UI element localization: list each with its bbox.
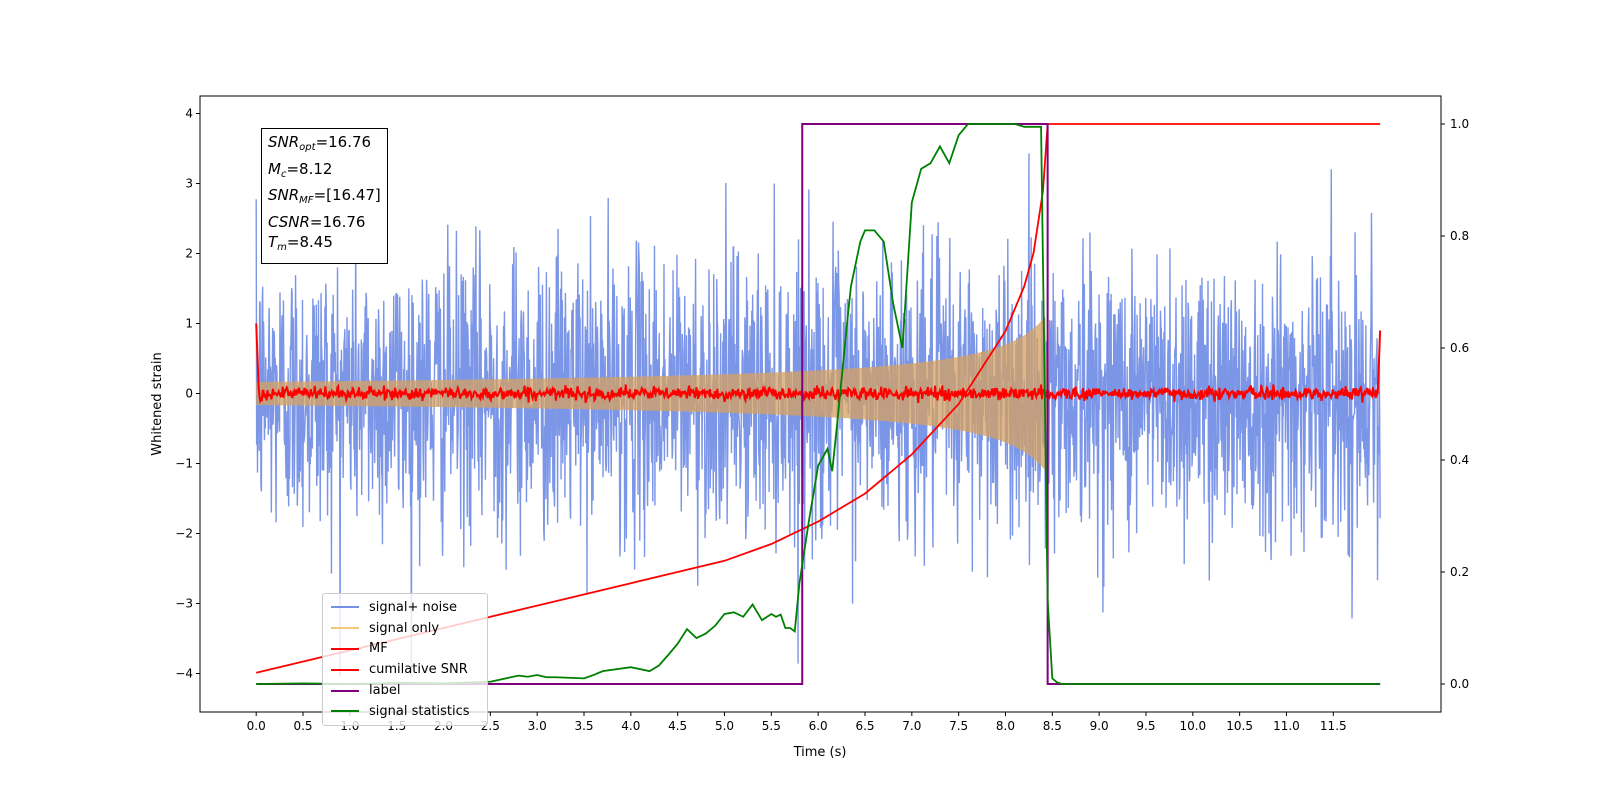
- x-tick-label: 9.5: [1136, 719, 1155, 733]
- x-tick-label: 10.0: [1179, 719, 1206, 733]
- legend-item: cumilative SNR: [327, 659, 483, 680]
- legend-label: MF: [369, 641, 388, 657]
- legend-label: signal only: [369, 620, 440, 636]
- y2-tick-label: 1.0: [1450, 117, 1469, 131]
- y-tick-label: −2: [175, 527, 193, 541]
- x-tick-label: 7.0: [902, 719, 921, 733]
- cumulative-snr-line: [255, 123, 1381, 674]
- snr-mf-line: SNRMF=[16.47]: [268, 186, 381, 206]
- x-tick-label: 11.5: [1320, 719, 1347, 733]
- y2-tick-label: 0.4: [1450, 453, 1469, 467]
- x-tick-label: 8.0: [996, 719, 1015, 733]
- x-tick-label: 8.5: [1043, 719, 1062, 733]
- y-tick-label: −4: [175, 667, 193, 681]
- legend: signal+ noise signal only MF cumilative …: [322, 593, 488, 726]
- snr-mf-value: [16.47]: [326, 186, 381, 204]
- x-tick-label: 6.0: [809, 719, 828, 733]
- y2-tick-label: 0.0: [1450, 677, 1469, 691]
- y-tick-label: −1: [175, 457, 193, 471]
- legend-item: MF: [327, 639, 483, 660]
- legend-label: label: [369, 683, 401, 699]
- mf-line: [255, 323, 1382, 405]
- x-tick-label: 5.5: [762, 719, 781, 733]
- x-tick-label: 4.0: [621, 719, 640, 733]
- legend-item: signal statistics: [327, 701, 483, 722]
- legend-swatch: [331, 689, 359, 692]
- legend-swatch: [331, 627, 359, 630]
- y-axis-label: Whitened strain: [150, 352, 165, 455]
- y-tick-label: 0: [185, 387, 193, 401]
- x-axis-label: Time (s): [793, 745, 847, 760]
- snr-opt-value: 16.76: [328, 133, 372, 151]
- y-tick-label: −3: [175, 597, 193, 611]
- x-tick-label: 5.0: [715, 719, 734, 733]
- legend-item: signal+ noise: [327, 597, 483, 618]
- legend-item: signal only: [327, 618, 483, 639]
- x-tick-label: 10.5: [1226, 719, 1253, 733]
- mc-value: 8.12: [299, 159, 333, 178]
- y2-tick-label: 0.8: [1450, 229, 1469, 243]
- tm-line: Tm=8.45: [268, 233, 333, 253]
- axes-frame: [199, 95, 1442, 713]
- legend-label: signal+ noise: [369, 599, 458, 615]
- x-tick-label: 6.5: [855, 719, 874, 733]
- legend-swatch: [331, 606, 359, 609]
- legend-label: cumilative SNR: [369, 662, 468, 678]
- x-tick-label: 9.0: [1090, 719, 1109, 733]
- y-tick-label: 2: [185, 247, 193, 261]
- x-tick-label: 0.0: [247, 719, 266, 733]
- legend-swatch: [331, 710, 359, 713]
- y-tick-label: 3: [185, 177, 193, 191]
- x-tick-label: 11.0: [1273, 719, 1300, 733]
- y2-tick-label: 0.6: [1450, 341, 1469, 355]
- x-tick-label: 7.5: [949, 719, 968, 733]
- mc-line: Mc=8.12: [268, 159, 333, 180]
- csnr-value: 16.76: [322, 212, 366, 231]
- legend-swatch: [331, 647, 359, 650]
- signal-noise-line: [255, 153, 1381, 678]
- x-tick-label: 3.0: [528, 719, 547, 733]
- x-tick-label: 3.5: [574, 719, 593, 733]
- x-tick-label: 0.5: [293, 719, 312, 733]
- x-tick-label: 4.5: [668, 719, 687, 733]
- y-tick-label: 4: [185, 107, 193, 121]
- legend-label: signal statistics: [369, 703, 470, 719]
- stats-annotation-box: SNRopt=16.76 Mc=8.12 SNRMF=[16.47] CSNR=…: [261, 128, 388, 264]
- y-tick-label: 1: [185, 317, 193, 331]
- tm-value: 8.45: [299, 233, 333, 251]
- csnr-line: CSNR=16.76: [268, 212, 366, 231]
- legend-item: label: [327, 680, 483, 701]
- legend-swatch: [331, 668, 359, 671]
- y2-tick-label: 0.2: [1450, 565, 1469, 579]
- signal-statistics-line: [256, 123, 1381, 685]
- snr-opt-line: SNRopt=16.76: [268, 133, 372, 153]
